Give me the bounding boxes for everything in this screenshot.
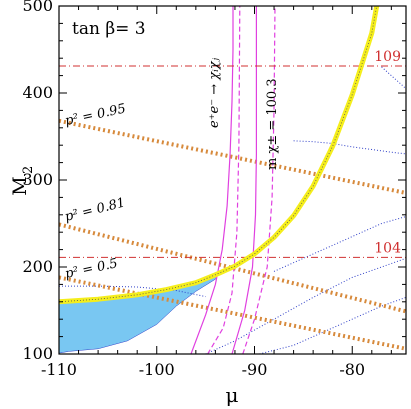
yellow-curve-core: [59, 6, 378, 303]
chart-title: tan β= 3: [72, 19, 146, 39]
label-mchi: m χ± = 100.3: [265, 78, 280, 170]
navy-dotted-contour-4: [293, 140, 406, 155]
red-hline-label-1: 104: [374, 240, 401, 256]
y-tick-label: 400: [22, 83, 53, 102]
axes: -110 -100 -90 -80 100 200 300 400 500: [22, 0, 406, 379]
x-tick-label: -110: [41, 360, 77, 379]
y-axis-label-main: M: [9, 176, 31, 195]
plot-frame: [58, 5, 407, 355]
orange-p2-line-0: [59, 118, 406, 195]
label-p095: p² = 0.95: [64, 101, 127, 128]
label-eechi: e⁺e⁻ → χᵢχⱼ: [207, 57, 222, 128]
y-axis-label: M 2: [9, 166, 36, 196]
label-p05: p² = 0.5: [64, 256, 119, 282]
navy-dotted-contour-5: [381, 66, 406, 90]
y-axis-label-sub: 2: [21, 166, 36, 174]
y-tick-label: 200: [22, 257, 53, 276]
orange-p2-line-2: [59, 275, 406, 351]
navy-dotted-contour-0: [59, 285, 206, 298]
plot-area: [59, 6, 406, 354]
magenta-dashed-right: [242, 6, 276, 354]
magenta-solid-left: [190, 6, 234, 354]
label-p081: p² = 0.81: [63, 195, 126, 224]
hline-labels: 109 104: [374, 49, 401, 256]
y-tick-label: 500: [22, 0, 53, 15]
y-tick-label: 300: [22, 170, 53, 189]
y-tick-label: 100: [22, 344, 53, 363]
x-axis-label: μ: [226, 383, 239, 407]
x-tick-label: -100: [139, 360, 175, 379]
x-tick-label: -80: [339, 360, 365, 379]
magenta-dashed-left: [207, 6, 241, 354]
red-hline-label-0: 109: [374, 49, 401, 65]
magenta-solid-right: [231, 6, 257, 354]
x-tick-label: -90: [242, 360, 268, 379]
